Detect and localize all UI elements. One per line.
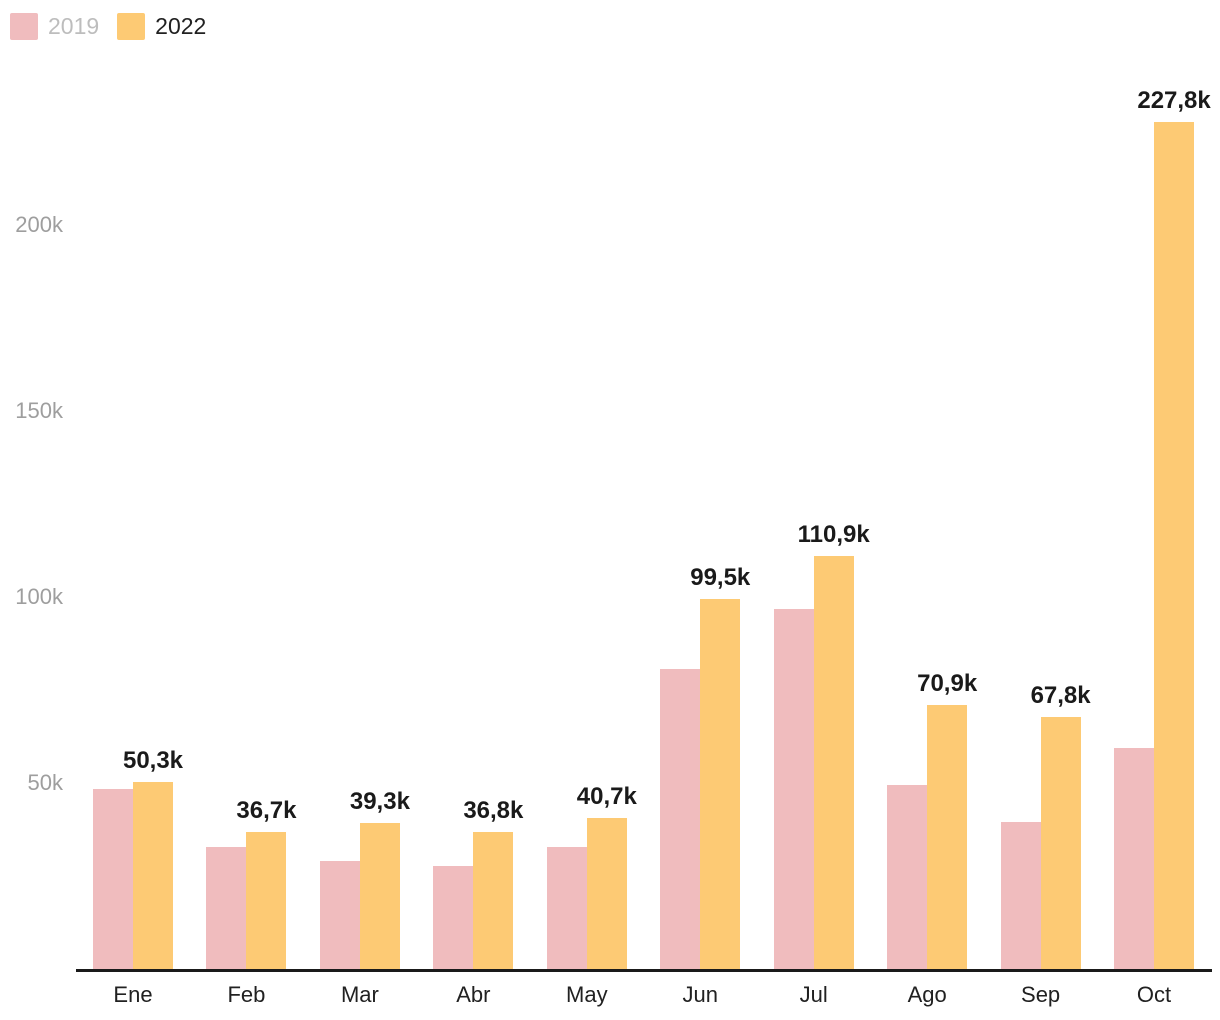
value-label-feb: 36,7k bbox=[236, 797, 297, 825]
bar-2019-oct[interactable] bbox=[1114, 747, 1155, 969]
bar-2019-jun[interactable] bbox=[660, 668, 701, 969]
bar-2019-may[interactable] bbox=[546, 846, 587, 969]
bar-2022-ago[interactable] bbox=[927, 705, 968, 969]
value-label-mar: 39,3k bbox=[349, 787, 410, 815]
x-tick-mar: Mar bbox=[340, 982, 379, 1007]
bar-2022-ene[interactable] bbox=[133, 781, 173, 969]
bar-2022-jul[interactable] bbox=[813, 556, 854, 969]
legend: 2019 2022 bbox=[10, 13, 224, 40]
y-tick-150k: 150k bbox=[15, 398, 63, 423]
bar-2019-ago[interactable] bbox=[887, 784, 928, 969]
bar-2019-sep[interactable] bbox=[1000, 822, 1041, 969]
value-label-abr: 36,8k bbox=[463, 797, 524, 825]
value-label-ago: 70,9k bbox=[917, 670, 978, 698]
value-label-jun: 99,5k bbox=[690, 563, 751, 591]
x-axis-line bbox=[76, 969, 1212, 972]
legend-label-2022: 2022 bbox=[155, 13, 207, 39]
value-label-ene: 50,3k bbox=[122, 746, 184, 774]
bar-2022-oct[interactable] bbox=[1154, 121, 1195, 969]
x-tick-abr: Abr bbox=[456, 982, 491, 1007]
x-tick-oct: Oct bbox=[1136, 982, 1172, 1007]
bar-2022-abr[interactable] bbox=[473, 832, 514, 969]
bar-2019-abr[interactable] bbox=[433, 865, 474, 969]
value-label-oct: 227,8k bbox=[1137, 86, 1211, 114]
y-tick-100k: 100k bbox=[15, 584, 63, 609]
x-tick-jun: Jun bbox=[682, 982, 718, 1007]
bar-2019-mar[interactable] bbox=[319, 861, 360, 969]
bar-2022-mar[interactable] bbox=[359, 822, 400, 969]
y-tick-50k: 50k bbox=[27, 770, 63, 795]
x-tick-ago: Ago bbox=[907, 982, 947, 1007]
legend-label-2019: 2019 bbox=[48, 13, 100, 39]
x-tick-feb: Feb bbox=[227, 982, 266, 1007]
y-tick-200k: 200k bbox=[15, 212, 63, 237]
bar-2019-ene[interactable] bbox=[93, 788, 133, 969]
legend-swatch-2019-icon bbox=[10, 13, 38, 40]
value-label-jul: 110,9k bbox=[797, 521, 870, 549]
x-tick-may: May bbox=[566, 982, 608, 1007]
x-tick-ene: Ene bbox=[113, 982, 153, 1007]
legend-item-2019[interactable]: 2019 bbox=[10, 13, 99, 40]
bar-2022-sep[interactable] bbox=[1040, 716, 1081, 969]
bar-2019-jul[interactable] bbox=[773, 608, 814, 969]
legend-swatch-2022-icon bbox=[117, 13, 146, 40]
legend-item-2022[interactable]: 2022 bbox=[117, 13, 206, 40]
bar-2022-may[interactable] bbox=[586, 817, 627, 969]
value-label-may: 40,7k bbox=[576, 782, 637, 810]
x-tick-sep: Sep bbox=[1021, 982, 1061, 1007]
bar-2019-feb[interactable] bbox=[206, 846, 247, 969]
x-tick-jul: Jul bbox=[799, 982, 828, 1007]
bar-2022-jun[interactable] bbox=[700, 598, 741, 969]
value-label-sep: 67,8k bbox=[1030, 681, 1091, 709]
bar-2022-feb[interactable] bbox=[246, 832, 287, 969]
